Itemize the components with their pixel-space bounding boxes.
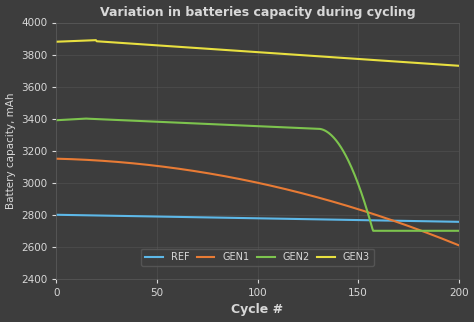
GEN3 xyxy=(54,40,59,44)
GEN3 xyxy=(294,53,300,57)
GEN1 xyxy=(383,216,389,220)
REF xyxy=(293,217,299,221)
Y-axis label: Battery capacity, mAh: Battery capacity, mAh xyxy=(6,92,16,209)
GEN2 xyxy=(294,126,300,130)
GEN3 xyxy=(248,50,254,53)
Line: GEN3: GEN3 xyxy=(56,40,459,66)
GEN1 xyxy=(271,185,277,188)
REF xyxy=(54,213,59,217)
GEN2 xyxy=(83,117,89,120)
GEN1 xyxy=(245,179,250,183)
GEN1 xyxy=(293,190,299,194)
GEN2 xyxy=(448,229,454,233)
REF xyxy=(383,219,389,223)
GEN1 xyxy=(247,179,253,183)
REF xyxy=(446,220,452,223)
GEN3 xyxy=(384,59,390,63)
GEN1 xyxy=(456,243,462,247)
GEN2 xyxy=(248,124,254,128)
GEN3 xyxy=(272,52,278,55)
GEN1 xyxy=(54,157,59,161)
GEN2 xyxy=(456,229,462,233)
GEN2 xyxy=(272,125,278,129)
Legend: REF, GEN1, GEN2, GEN3: REF, GEN1, GEN2, GEN3 xyxy=(141,249,374,266)
GEN3 xyxy=(93,38,99,42)
Title: Variation in batteries capacity during cycling: Variation in batteries capacity during c… xyxy=(100,5,415,19)
X-axis label: Cycle #: Cycle # xyxy=(231,303,283,317)
Line: GEN2: GEN2 xyxy=(56,118,459,231)
GEN3 xyxy=(456,64,462,68)
Line: GEN1: GEN1 xyxy=(56,159,459,245)
GEN2 xyxy=(385,229,391,233)
Line: REF: REF xyxy=(56,215,459,222)
GEN1 xyxy=(446,239,452,243)
GEN3 xyxy=(447,63,453,67)
GEN3 xyxy=(246,50,251,53)
GEN2 xyxy=(54,118,59,122)
REF xyxy=(271,217,277,221)
REF xyxy=(456,220,462,224)
REF xyxy=(245,216,250,220)
REF xyxy=(247,216,253,220)
GEN2 xyxy=(370,229,376,233)
GEN2 xyxy=(246,124,251,128)
